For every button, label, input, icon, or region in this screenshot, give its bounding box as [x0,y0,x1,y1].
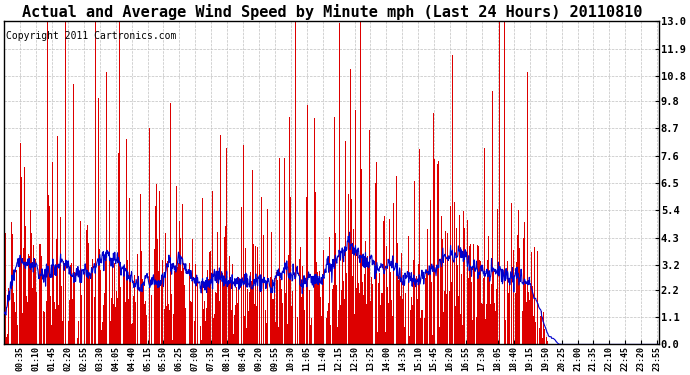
Text: Copyright 2011 Cartronics.com: Copyright 2011 Cartronics.com [6,31,177,41]
Title: Actual and Average Wind Speed by Minute mph (Last 24 Hours) 20110810: Actual and Average Wind Speed by Minute … [21,4,642,20]
